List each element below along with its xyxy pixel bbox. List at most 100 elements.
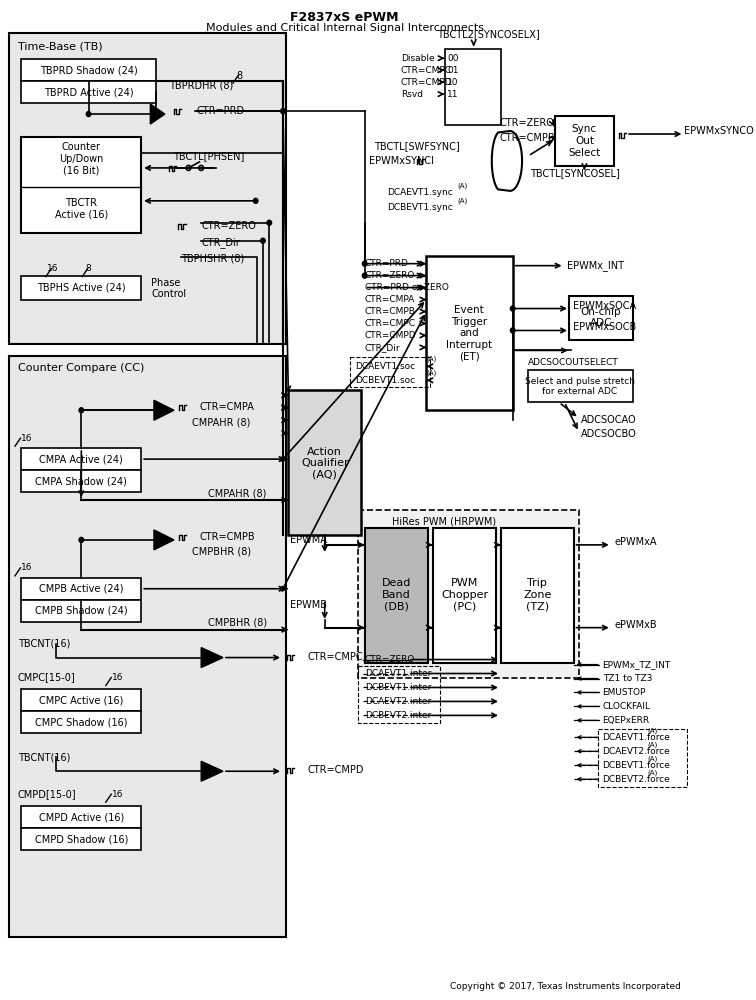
Bar [528,370,633,402]
Text: (A): (A) [426,370,437,376]
Text: Select and pulse stretch
for external ADC: Select and pulse stretch for external AD… [525,377,635,396]
Text: Event
Trigger
and
Interrupt
(ET): Event Trigger and Interrupt (ET) [446,305,492,362]
Text: EPWMxSYNCO: EPWMxSYNCO [684,126,754,136]
Text: CTR=CMPA: CTR=CMPA [200,402,254,412]
Text: CTR=CMPD: CTR=CMPD [308,765,364,775]
Text: TBPHSHR (8): TBPHSHR (8) [181,254,244,264]
Text: CTR=PRD: CTR=PRD [197,106,245,116]
Bar [8,356,286,937]
Text: DCBEVT2.force: DCBEVT2.force [603,775,671,784]
Text: TBCTR
Active (16): TBCTR Active (16) [54,198,108,220]
Text: TBPHS Active (24): TBPHS Active (24) [37,283,125,293]
Text: Rsvd: Rsvd [401,90,423,99]
Text: CMPC Active (16): CMPC Active (16) [39,695,123,705]
Text: CMPA Active (24): CMPA Active (24) [39,454,123,464]
Text: EMUSTOP: EMUSTOP [603,688,646,697]
Bar [426,256,513,410]
Text: 16: 16 [112,673,124,682]
Text: CTR=CMPC: CTR=CMPC [364,319,416,328]
Text: CMPD Shadow (16): CMPD Shadow (16) [35,834,128,844]
Text: CTR=PRD: CTR=PRD [364,259,408,268]
Text: DCBEVT2.inter: DCBEVT2.inter [364,711,431,720]
Circle shape [86,112,91,117]
Text: DCBEVT1.sync: DCBEVT1.sync [387,203,453,212]
Text: TBCTL[SYNCOSEL]: TBCTL[SYNCOSEL] [530,168,620,178]
Polygon shape [150,104,165,124]
Bar [569,296,633,340]
Text: CMPBHR (8): CMPBHR (8) [192,547,251,557]
Circle shape [253,198,258,203]
Bar [445,49,501,125]
Text: TBCTL[PHSEN]: TBCTL[PHSEN] [173,151,244,161]
Text: CTR=CMPD: CTR=CMPD [401,78,453,87]
Circle shape [79,537,84,542]
Bar [501,528,574,663]
Text: TBPRD Shadow (24): TBPRD Shadow (24) [40,65,138,75]
Text: TBCNT(16): TBCNT(16) [17,752,70,762]
Text: PWM
Chopper
(PC): PWM Chopper (PC) [441,578,488,611]
Text: DCAEVT2.force: DCAEVT2.force [603,747,671,756]
Text: EQEPxERR: EQEPxERR [603,716,649,725]
Text: DCAEVT2.inter: DCAEVT2.inter [364,697,431,706]
Text: TBPRD Active (24): TBPRD Active (24) [44,87,133,97]
Text: Counter
Up/Down
(16 Bit): Counter Up/Down (16 Bit) [59,142,104,176]
Text: DCAEVT1.force: DCAEVT1.force [603,733,671,742]
Bar [432,528,497,663]
Text: Dead
Band
(DB): Dead Band (DB) [382,578,411,611]
Text: 11: 11 [448,90,459,99]
Text: CTR=ZERO: CTR=ZERO [201,221,256,231]
Text: 00: 00 [448,54,459,63]
Text: EPWMA: EPWMA [290,535,327,545]
Text: CTR=ZERO: CTR=ZERO [364,271,415,280]
Text: EPWMxSYNCI: EPWMxSYNCI [369,156,434,166]
Bar [21,806,141,828]
Bar [21,600,141,622]
Text: TZ1 to TZ3: TZ1 to TZ3 [603,674,652,683]
Text: CTR_Dir: CTR_Dir [364,343,400,352]
Text: CMPD[15-0]: CMPD[15-0] [17,789,76,799]
Text: TBCTL[SWFSYNC]: TBCTL[SWFSYNC] [373,141,460,151]
Text: (A): (A) [647,770,658,776]
Text: ADCSOCAO: ADCSOCAO [581,415,637,425]
Text: Trip
Zone
(TZ): Trip Zone (TZ) [523,578,551,611]
Circle shape [79,408,84,413]
Text: EPWMB: EPWMB [290,600,327,610]
Text: CMPA Shadow (24): CMPA Shadow (24) [36,476,127,486]
Bar [21,81,156,103]
Text: DCAEVT1.soc: DCAEVT1.soc [355,362,416,371]
Text: 01: 01 [448,66,459,75]
Text: Phase
Control: Phase Control [151,278,187,299]
Text: 10: 10 [448,78,459,87]
Text: CTR=CMPB: CTR=CMPB [499,133,555,143]
Text: CTR=CMPD: CTR=CMPD [364,331,417,340]
Circle shape [362,273,367,278]
Text: TBCTL2[SYNCOSELX]: TBCTL2[SYNCOSELX] [437,29,540,39]
Text: Modules and Critical Internal Signal Interconnects: Modules and Critical Internal Signal Int… [206,23,484,33]
Text: Sync
Out
Select: Sync Out Select [569,124,600,158]
Text: EPWMxSOCB: EPWMxSOCB [572,322,636,332]
Circle shape [267,220,271,225]
Bar [364,528,428,663]
Bar [21,137,141,233]
Text: DCBEVT1.soc: DCBEVT1.soc [355,376,416,385]
Text: ADCSOCOUTSELECT: ADCSOCOUTSELECT [528,358,619,367]
Text: ePWMxB: ePWMxB [615,620,657,630]
Bar [358,510,579,678]
Circle shape [362,261,367,266]
Text: CMPD Active (16): CMPD Active (16) [39,812,124,822]
Text: CMPB Shadow (24): CMPB Shadow (24) [35,606,128,616]
Polygon shape [201,761,223,781]
Text: Counter Compare (CC): Counter Compare (CC) [17,363,144,373]
Text: 16: 16 [47,264,58,273]
Text: (A): (A) [426,356,437,362]
Bar [350,357,430,387]
Text: EPWMx_TZ_INT: EPWMx_TZ_INT [603,660,671,669]
Text: CTR=ZERO: CTR=ZERO [499,118,554,128]
Bar [358,666,440,723]
Text: Copyright © 2017, Texas Instruments Incorporated: Copyright © 2017, Texas Instruments Inco… [450,982,680,991]
Text: (A): (A) [647,728,658,734]
Text: 16: 16 [21,434,33,443]
Text: CTR=ZERO: CTR=ZERO [364,655,415,664]
Text: DCAEVT1.sync: DCAEVT1.sync [387,188,453,197]
Text: CTR=CMPC: CTR=CMPC [308,652,363,662]
